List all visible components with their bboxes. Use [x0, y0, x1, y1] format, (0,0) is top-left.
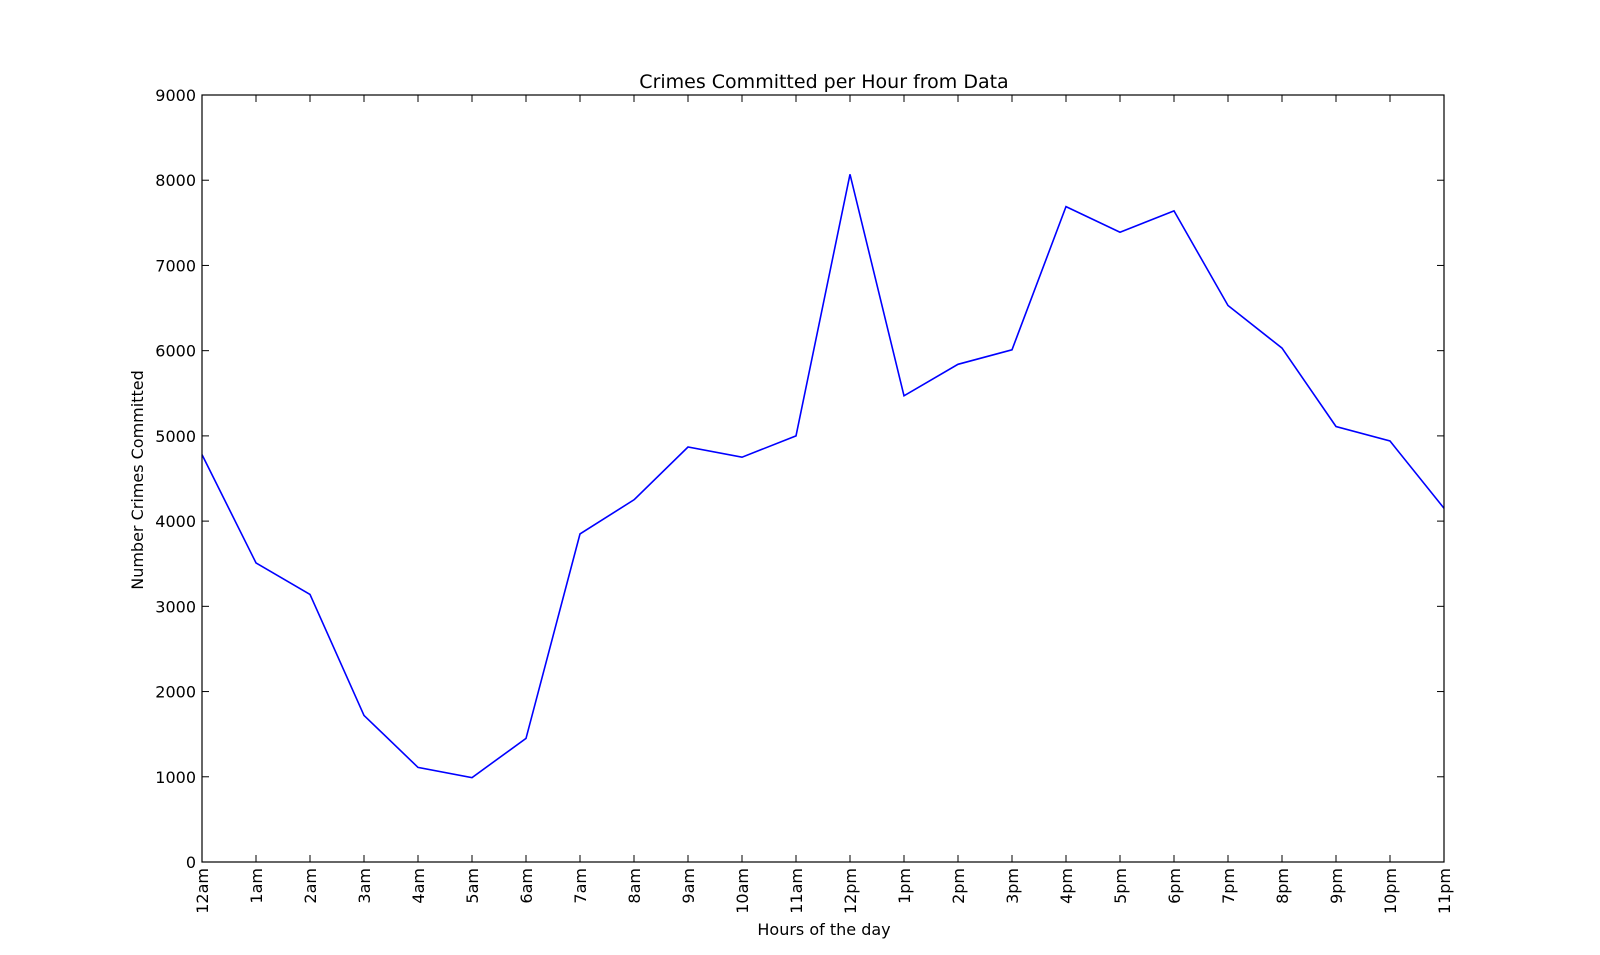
x-tick-label-8am: 8am	[625, 868, 644, 904]
y-tick-label-3000: 3000	[155, 597, 196, 616]
x-axis-label: Hours of the day	[757, 920, 890, 939]
x-tick-label-5pm: 5pm	[1111, 868, 1130, 904]
x-tick-label-5am: 5am	[463, 868, 482, 904]
y-axis-label: Number Crimes Committed	[128, 370, 147, 590]
x-tick-label-3am: 3am	[355, 868, 374, 904]
x-tick-label-12pm: 12pm	[841, 868, 860, 914]
y-tick-label-7000: 7000	[155, 256, 196, 275]
x-tick-label-2pm: 2pm	[949, 868, 968, 904]
x-tick-label-11pm: 11pm	[1435, 868, 1454, 914]
x-tick-label-7am: 7am	[571, 868, 590, 904]
x-tick-label-2am: 2am	[301, 868, 320, 904]
x-tick-label-6am: 6am	[517, 868, 536, 904]
y-tick-label-9000: 9000	[155, 86, 196, 105]
y-tick-label-8000: 8000	[155, 171, 196, 190]
x-tick-label-9am: 9am	[679, 868, 698, 904]
y-tick-label-5000: 5000	[155, 427, 196, 446]
x-tick-label-3pm: 3pm	[1003, 868, 1022, 904]
x-tick-label-1am: 1am	[247, 868, 266, 904]
x-tick-label-10pm: 10pm	[1381, 868, 1400, 914]
x-tick-label-11am: 11am	[787, 868, 806, 914]
x-tick-label-9pm: 9pm	[1327, 868, 1346, 904]
x-tick-label-10am: 10am	[733, 868, 752, 914]
x-tick-label-7pm: 7pm	[1219, 868, 1238, 904]
plot-area: 0 1000 2000 3000 4000 5000 6000 7000 8000 9000 12a…	[155, 86, 1454, 914]
x-tick-label-8pm: 8pm	[1273, 868, 1292, 904]
y-tick-label-2000: 2000	[155, 683, 196, 702]
x-tick-label-1pm: 1pm	[895, 868, 914, 904]
series-line-0	[201, 174, 1445, 779]
plot-frame	[201, 94, 1445, 863]
x-tick-label-4am: 4am	[409, 868, 428, 904]
x-tick-label-4pm: 4pm	[1057, 868, 1076, 904]
y-tick-label-6000: 6000	[155, 342, 196, 361]
x-tick-label-6pm: 6pm	[1165, 868, 1184, 904]
y-tick-label-1000: 1000	[155, 768, 196, 787]
y-tick-label-4000: 4000	[155, 512, 196, 531]
x-tick-label-12am: 12am	[193, 868, 212, 914]
chart-title: Crimes Committed per Hour from Data	[639, 71, 1008, 93]
y-tick-label-0: 0	[186, 853, 196, 872]
